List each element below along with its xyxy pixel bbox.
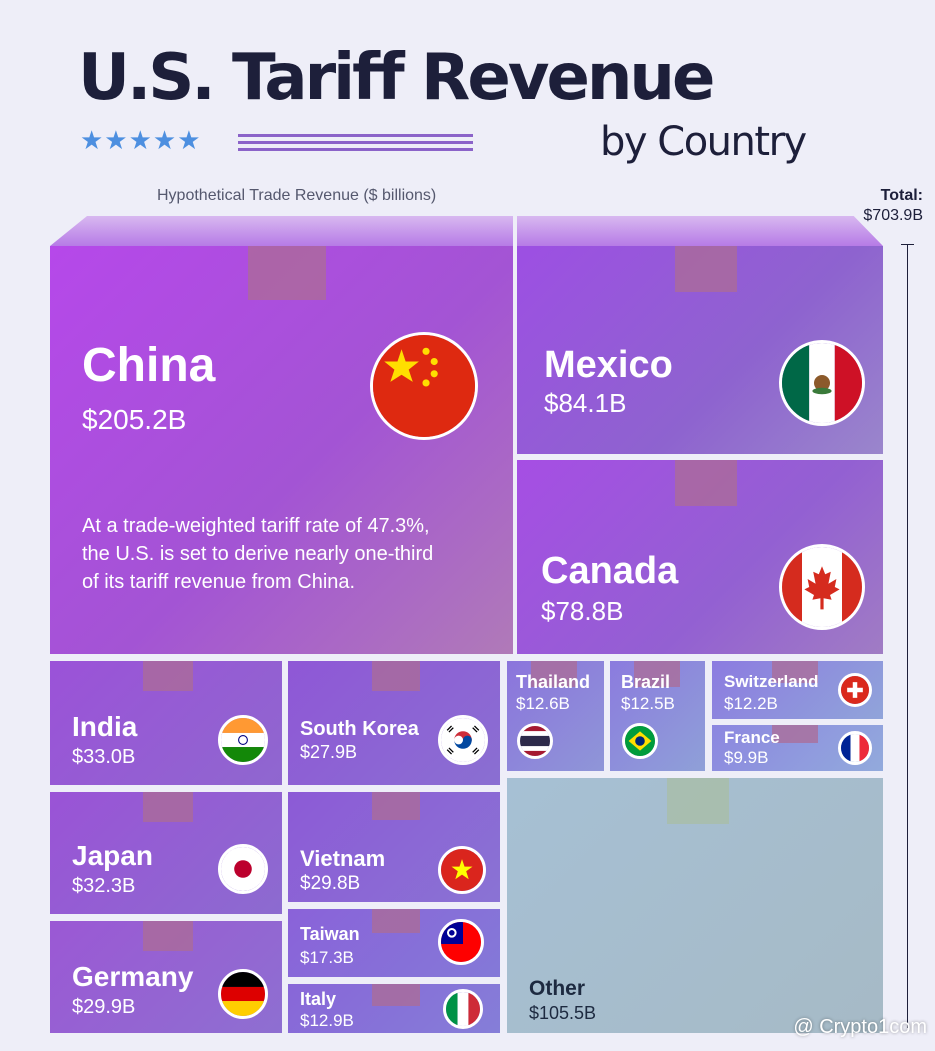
stars-decoration: ★★★★★ [80,127,202,153]
chart-subtitle: by Country [600,119,807,165]
country-label: Vietnam [300,846,386,871]
treemap-cell-germany: Germany $29.9B [50,921,282,1033]
box-tape [372,984,420,1006]
country-label: Taiwan [300,924,360,944]
flag-taiwan-icon [438,919,484,965]
box-tape [772,725,818,743]
country-label: India [72,711,138,742]
box-tape [143,921,193,951]
treemap-cell-china: China $205.2B [50,246,513,654]
box-tape [143,792,193,822]
box-tape [372,909,420,933]
flag-canada-icon [779,544,865,630]
flag-switzerland-icon [838,673,872,707]
box-tape [675,460,737,506]
treemap-cell-thailand: Thailand $12.6B [507,661,604,771]
value-label: $27.9B [300,742,358,762]
flag-thailand-icon [517,723,553,759]
country-label: Brazil [621,672,671,692]
flag-china-icon [370,332,478,440]
treemap-cell-mexico: Mexico $84.1B [517,246,883,454]
value-label: $12.9B [300,1011,354,1030]
value-label: $12.5B [621,694,675,713]
value-label: $12.2B [724,694,778,713]
box-tape [143,661,193,691]
chart-caption: Hypothetical Trade Revenue ($ billions) [157,187,437,204]
flag-mexico-icon [779,340,865,426]
treemap-cell-france: France $9.9B [712,725,883,771]
treemap-cell-south-korea: South Korea $27.9B [288,661,500,785]
value-label: $29.8B [300,873,361,894]
treemap-cell-other: Other $105.5B [507,778,883,1033]
total-value: $703.9B [863,207,923,224]
box-tape [675,246,737,292]
box-tape [372,792,420,820]
treemap-cell-switzerland: Switzerland $12.2B [712,661,883,719]
stripes-decoration [238,134,473,152]
country-label: Italy [300,989,337,1009]
treemap-cell-brazil: Brazil $12.5B [610,661,705,771]
country-label: Germany [72,961,194,992]
country-label: Thailand [516,672,591,692]
treemap-cell-japan: Japan $32.3B [50,792,282,914]
total-bracket-cap [901,244,914,245]
flag-france-icon [838,731,872,765]
value-label: $105.5B [529,1003,597,1023]
country-label: Canada [541,550,679,592]
country-label: Other [529,977,586,1000]
country-label: South Korea [300,718,419,740]
chart-title: U.S. Tariff Revenue [78,41,715,115]
box-tape [531,661,577,687]
flag-south-korea-icon [438,715,488,765]
flag-india-icon [218,715,268,765]
box-tape [248,246,326,300]
flag-italy-icon [443,989,483,1029]
country-label: France [724,728,780,747]
flag-brazil-icon [622,723,658,759]
star-icon: ★★★★★ [80,125,202,155]
country-label: Mexico [544,344,673,386]
box-tape [372,661,420,691]
value-label: $12.6B [516,694,570,713]
flag-germany-icon [218,969,268,1019]
value-label: $205.2B [82,404,187,435]
box-tape [772,661,818,683]
treemap-cell-canada: Canada $78.8B [517,460,883,654]
value-label: $9.9B [724,748,769,767]
china-note: At a trade-weighted tariff rate of 47.3%… [82,515,434,593]
treemap-cell-italy: Italy $12.9B [288,984,500,1033]
treemap-cell-india: India $33.0B [50,661,282,785]
value-label: $17.3B [300,948,354,967]
value-label: $84.1B [544,388,627,418]
flag-japan-icon [218,844,268,894]
value-label: $78.8B [541,596,624,626]
box-lid-right [517,216,883,246]
value-label: $32.3B [72,875,136,897]
country-label: Switzerland [724,672,819,691]
treemap-cell-taiwan: Taiwan $17.3B [288,909,500,977]
box-tape [667,778,729,824]
country-label: China [82,339,216,392]
total-bracket-line [907,244,908,1028]
value-label: $33.0B [72,746,136,768]
box-lid-left [50,216,513,246]
value-label: $29.9B [72,996,136,1018]
flag-vietnam-icon [438,846,486,894]
watermark: @ Crypto1com [793,1016,927,1038]
treemap-cell-vietnam: Vietnam $29.8B [288,792,500,902]
country-label: Japan [72,840,153,871]
box-tape [634,661,680,687]
total-label: Total: [880,187,923,204]
